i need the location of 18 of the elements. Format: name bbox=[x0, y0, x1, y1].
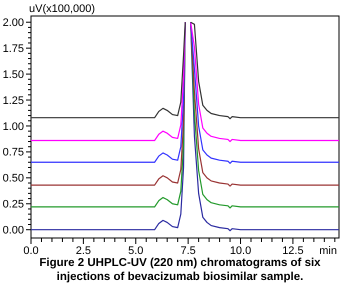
y-tick-label: 0.25 bbox=[2, 198, 24, 211]
x-tick-label: 0.0 bbox=[23, 245, 39, 257]
text: Figure 2 UHPLC-UV (220 nm) chromatograms of six injections of bevacizumab biosimilar sample. bbox=[39, 257, 322, 283]
y-tick-label: 1.50 bbox=[2, 68, 24, 81]
x-tick-label: 10.0 bbox=[230, 245, 252, 257]
y-tick-label: 1.25 bbox=[2, 94, 24, 107]
x-tick-label: 5.0 bbox=[128, 245, 144, 257]
y-tick-label: 2.00 bbox=[2, 17, 24, 30]
y-tick-label: 0.00 bbox=[2, 224, 24, 237]
y-tick-label: 1.75 bbox=[2, 43, 24, 56]
x-tick-label: 2.5 bbox=[76, 245, 92, 257]
x-tick-label: 7.5 bbox=[180, 245, 196, 257]
x-axis-title: min bbox=[319, 245, 337, 257]
y-tick-label: 0.50 bbox=[2, 172, 24, 185]
x-tick-label: 12.5 bbox=[282, 245, 304, 257]
y-axis-title: uV(x100,000) bbox=[29, 3, 96, 15]
y-tick-label: 1.00 bbox=[2, 120, 24, 133]
y-tick-label: 0.75 bbox=[2, 146, 24, 159]
